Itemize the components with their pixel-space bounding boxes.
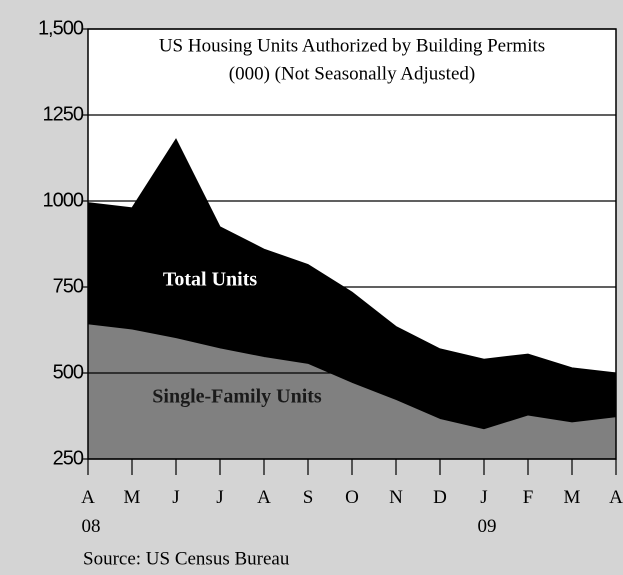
x-tick-label: N [389, 487, 403, 508]
marks [87, 138, 617, 460]
x-tick-label: M [124, 487, 141, 508]
chart-title: US Housing Units Authorized by Building … [159, 35, 545, 56]
x-tick-label: A 08 [81, 487, 100, 537]
y-tick-label: 1250 [43, 103, 84, 125]
source: Source: US Census Bureau [83, 548, 290, 569]
title-box [106, 33, 598, 91]
y-tick-label: 500 [53, 361, 84, 383]
x-tick-label: A [609, 487, 623, 508]
y-tick-label: 750 [53, 275, 84, 297]
x-tick-label: A [257, 487, 271, 508]
series-label: Total Units [163, 269, 258, 291]
series-label: Single-Family Units [152, 386, 322, 408]
x-tick-label: M [564, 487, 581, 508]
chart-subtitle: (000) (Not Seasonally Adjusted) [229, 63, 475, 84]
y-tick-label: 250 [53, 447, 84, 469]
x-tick-label: O [345, 487, 359, 508]
x-tick-label: F [523, 487, 534, 508]
y-tick-label: 1000 [43, 189, 84, 211]
area [87, 324, 617, 460]
x-tick-label: J 09 [478, 487, 497, 537]
x-tick-label: J [172, 487, 179, 508]
y-tick-label: 1,500 [38, 17, 84, 39]
plot-border [87, 28, 617, 460]
x-tick-label: S [303, 487, 314, 508]
x-tick-label: D [433, 487, 447, 508]
x-tick-label: J [216, 487, 223, 508]
